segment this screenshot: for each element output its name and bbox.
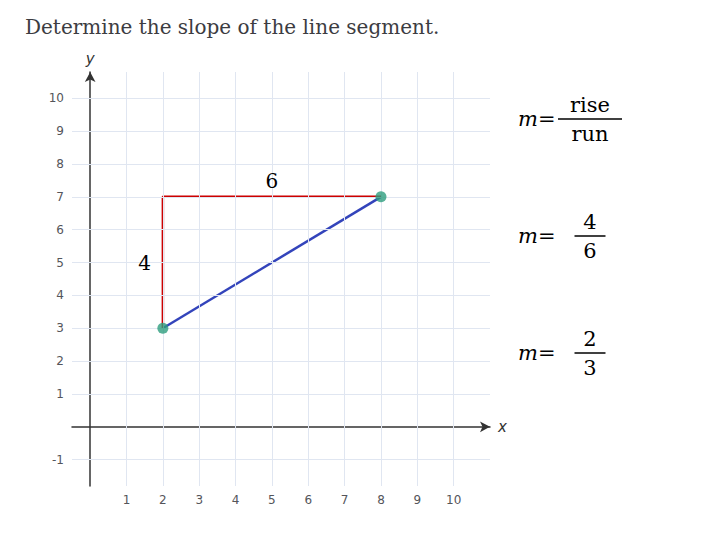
svg-text:9: 9 [56, 124, 64, 138]
svg-text:2: 2 [56, 354, 64, 368]
svg-text:6: 6 [583, 239, 596, 263]
svg-text:y: y [85, 50, 96, 68]
svg-text:1: 1 [123, 493, 131, 507]
svg-text:4: 4 [232, 493, 240, 507]
svg-text:1: 1 [56, 387, 64, 401]
svg-text:3: 3 [583, 356, 596, 380]
svg-text:7: 7 [56, 190, 64, 204]
svg-text:6: 6 [304, 493, 312, 507]
svg-text:2: 2 [159, 493, 167, 507]
svg-text:m=: m= [518, 341, 556, 365]
svg-text:4: 4 [583, 210, 596, 234]
svg-text:10: 10 [446, 493, 461, 507]
svg-text:4: 4 [56, 288, 64, 302]
svg-text:run: run [571, 122, 608, 146]
svg-text:8: 8 [56, 157, 64, 171]
svg-text:3: 3 [195, 493, 203, 507]
svg-text:3: 3 [56, 321, 64, 335]
svg-text:4: 4 [138, 251, 151, 275]
svg-text:6: 6 [56, 223, 64, 237]
svg-text:-1: -1 [52, 453, 64, 467]
svg-text:6: 6 [266, 169, 279, 193]
svg-text:m=: m= [518, 224, 556, 248]
svg-text:x: x [497, 418, 507, 436]
svg-text:7: 7 [341, 493, 349, 507]
svg-text:10: 10 [49, 91, 64, 105]
svg-text:rise: rise [570, 93, 610, 117]
svg-text:Determine the slope of the lin: Determine the slope of the line segment. [25, 15, 439, 39]
svg-text:5: 5 [56, 256, 64, 270]
svg-text:m=: m= [518, 107, 556, 131]
svg-text:9: 9 [413, 493, 421, 507]
svg-text:8: 8 [377, 493, 385, 507]
svg-text:5: 5 [268, 493, 276, 507]
svg-text:2: 2 [583, 327, 596, 351]
